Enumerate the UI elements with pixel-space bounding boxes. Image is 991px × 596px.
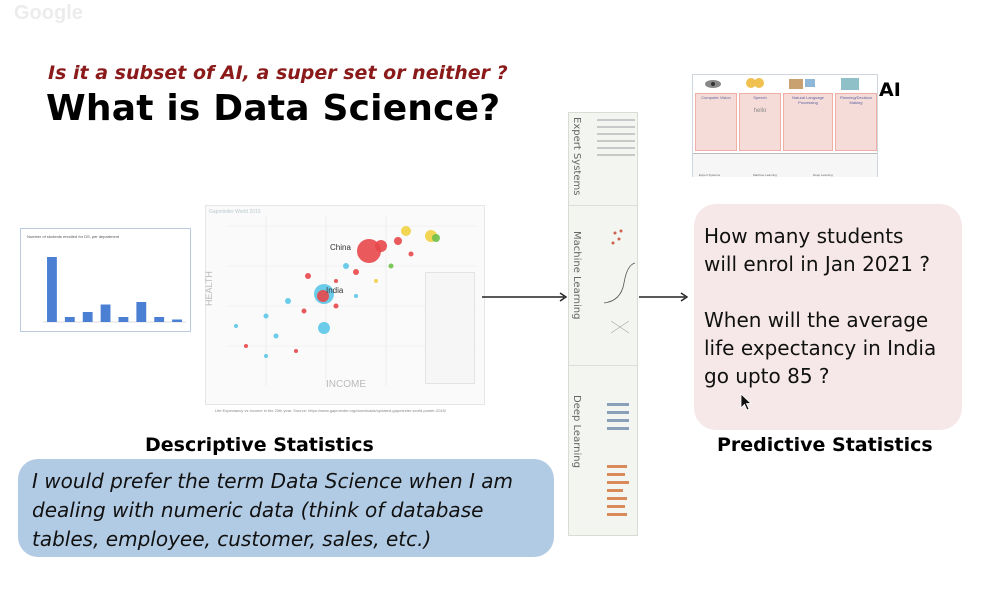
bar-chart	[43, 257, 186, 323]
arrow-to-strip	[482, 292, 568, 302]
ai-icons	[705, 78, 859, 90]
ai-column-planning: Planning/Decision Making	[835, 93, 877, 151]
bar-0	[47, 257, 57, 322]
strip-label-machine-learning: Machine Learning	[571, 231, 582, 320]
gapminder-header: Gapminder World 2015	[209, 209, 261, 215]
gapminder-caption: Life Expectancy vs Income in the 20th ye…	[215, 408, 447, 413]
bar-2	[82, 312, 93, 322]
strip-label-expert-systems: Expert Systems	[571, 117, 582, 196]
strip-illustrations	[603, 229, 636, 516]
quote-line-1: I would prefer the term Data Science whe…	[32, 469, 514, 493]
gapminder-chart-image: Gapminder World 2015	[204, 205, 485, 405]
arrow-to-questions	[639, 292, 689, 302]
bar-chart-title: Number of students enrolled for DS, per …	[27, 234, 120, 239]
strip-label-deep-learning: Deep Learning	[571, 395, 582, 468]
mouse-cursor-icon	[740, 393, 753, 411]
gapminder-label-china: China	[330, 243, 351, 252]
brand-watermark: Google	[14, 2, 83, 24]
ai-fields-diagram: Computer Vision Speech hello Natural Lang…	[692, 74, 878, 177]
gapminder-label-india: India	[326, 286, 344, 295]
question-2: When will the average life expectancy in …	[704, 308, 937, 388]
ai-label: AI	[879, 79, 901, 101]
gapminder-y-label: HEALTH	[204, 271, 214, 306]
ai-hierarchy-strip: Expert Systems Machine Learning Deep Lea…	[568, 112, 638, 536]
quote-box: I would prefer the term Data Science whe…	[18, 459, 554, 557]
bar-1	[64, 317, 75, 322]
bar-6	[154, 317, 165, 322]
bar-4	[118, 317, 129, 322]
bar-3	[100, 304, 111, 322]
ai-diagram-bottom: Expert Systems Machine Learning Deep Lea…	[693, 153, 877, 177]
descriptive-statistics-label: Descriptive Statistics	[145, 434, 374, 456]
ai-column-computer-vision: Computer Vision	[695, 93, 737, 151]
gapminder-bubbles	[226, 216, 476, 386]
question-1: How many students will enrol in Jan 2021 …	[704, 224, 930, 276]
code-snippet	[597, 119, 635, 161]
predictive-statistics-label: Predictive Statistics	[717, 434, 933, 456]
quote-line-3: tables, employee, customer, sales, etc.)	[32, 527, 432, 551]
bar-5	[136, 302, 147, 322]
bar-chart-card: Number of students enrolled for DS, per …	[20, 228, 191, 332]
quote-line-2: dealing with numeric data (think of data…	[32, 498, 484, 522]
ai-column-nlp: Natural Language Processing	[783, 93, 833, 151]
gapminder-x-label: INCOME	[326, 379, 366, 390]
slide-title: What is Data Science?	[46, 88, 501, 129]
slide-subtitle: Is it a subset of AI, a super set or nei…	[48, 62, 508, 84]
questions-box: How many students will enrol in Jan 2021 …	[694, 204, 962, 430]
ai-column-speech: Speech hello	[739, 93, 781, 151]
gapminder-legend	[425, 272, 475, 384]
bar-7	[172, 319, 182, 322]
